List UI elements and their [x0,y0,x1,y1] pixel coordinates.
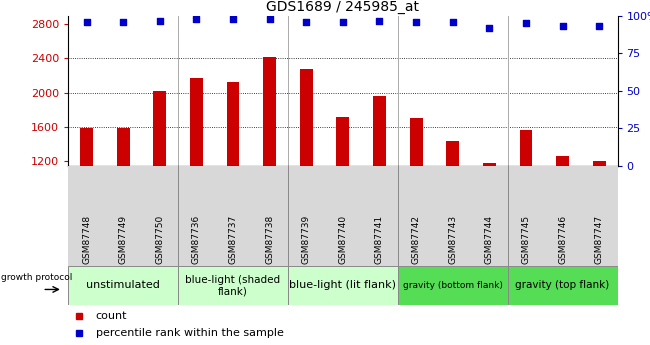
Bar [593,161,606,166]
Point [558,23,568,29]
Text: GSM87746: GSM87746 [558,215,567,264]
Bar [68,266,178,305]
Bar [398,266,508,305]
Point [594,23,604,29]
Text: GSM87741: GSM87741 [375,215,384,264]
Text: GSM87737: GSM87737 [229,214,237,264]
Bar [288,266,398,305]
Bar [300,69,313,166]
Text: GSM87740: GSM87740 [339,215,347,264]
Text: gravity (top flank): gravity (top flank) [515,280,610,290]
Point [484,26,495,31]
Text: GSM87743: GSM87743 [448,215,457,264]
Point [227,17,238,22]
Text: percentile rank within the sample: percentile rank within the sample [96,328,283,338]
Bar [178,266,288,305]
Bar [519,130,532,166]
Point [118,20,129,25]
Bar [80,128,93,166]
Bar [337,117,349,166]
Bar [263,57,276,166]
Text: gravity (bottom flank): gravity (bottom flank) [403,281,502,290]
Text: GSM87749: GSM87749 [119,215,127,264]
Text: GSM87750: GSM87750 [155,214,164,264]
Text: growth protocol: growth protocol [1,273,73,282]
Bar [410,118,422,166]
Bar [117,128,129,166]
Point [191,17,202,22]
Point [374,18,385,23]
Text: count: count [96,311,127,321]
Text: blue-light (lit flank): blue-light (lit flank) [289,280,396,290]
Text: GSM87742: GSM87742 [411,215,421,264]
Bar [227,82,239,166]
Point [301,19,311,24]
Text: GSM87747: GSM87747 [595,215,604,264]
Point [155,18,165,23]
Point [411,20,421,25]
Bar [373,96,386,166]
Point [521,20,531,26]
Bar [190,78,203,166]
Bar [483,162,496,166]
Title: GDS1689 / 245985_at: GDS1689 / 245985_at [266,0,419,14]
Bar [508,266,618,305]
Text: GSM87745: GSM87745 [521,215,530,264]
Text: GSM87744: GSM87744 [485,215,494,264]
Text: blue-light (shaded
flank): blue-light (shaded flank) [185,275,281,296]
Text: GSM87739: GSM87739 [302,214,311,264]
Point [265,16,275,21]
Point [81,20,92,25]
Bar [556,156,569,166]
Bar [153,91,166,166]
Text: unstimulated: unstimulated [86,280,160,290]
Point [447,20,458,25]
Bar [447,141,459,166]
Text: GSM87748: GSM87748 [82,215,91,264]
Point [338,19,348,24]
Text: GSM87736: GSM87736 [192,214,201,264]
Text: GSM87738: GSM87738 [265,214,274,264]
